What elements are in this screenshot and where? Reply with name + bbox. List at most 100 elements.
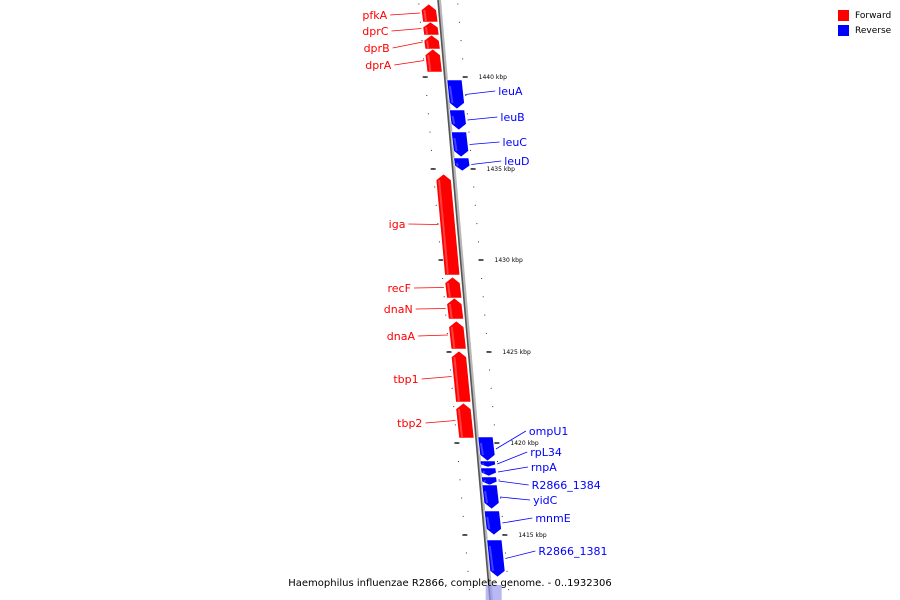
leader-line [465, 90, 496, 95]
genome-backbone [437, 0, 502, 600]
scale-labels: 1440 kbp 1435 kbp 1430 kbp 1425 kbp 1420 kbp… [479, 74, 547, 539]
gene-highlight [483, 479, 486, 483]
leader-line [418, 334, 449, 337]
leader-line [471, 160, 502, 165]
scale-label: 1435 kbp [487, 166, 515, 173]
backbone-shadow [438, 0, 493, 600]
gene-arrow-tbp2[interactable] [455, 402, 475, 439]
leader-line [497, 466, 528, 473]
gene-features [420, 3, 506, 578]
gene-highlight [448, 85, 454, 104]
gene-arrow-recf[interactable] [444, 276, 463, 299]
gene-label-r2866-1381: R2866_1381 [538, 545, 607, 558]
leader-line [500, 496, 531, 501]
gene-label-leud: leuD [504, 155, 529, 168]
leader-line [408, 223, 439, 225]
gene-arrow-ompu1[interactable] [477, 436, 496, 462]
scale-label: 1430 kbp [495, 257, 523, 264]
legend-label: Reverse [855, 25, 892, 36]
gene-arrow-leua[interactable] [446, 79, 465, 110]
gene-highlight [453, 137, 458, 152]
scale-label: 1415 kbp [518, 532, 546, 539]
gene-label-r2866-1384: R2866_1384 [532, 479, 601, 492]
gene-arrow-yidc[interactable] [481, 484, 500, 510]
gene-arrow-leud[interactable] [453, 157, 471, 172]
backbone-line [437, 0, 491, 600]
gene-highlight [482, 470, 486, 474]
gene-label-ompu1: ompU1 [529, 425, 568, 438]
reverse-swatch [838, 25, 849, 36]
scale-ticks [418, 3, 510, 591]
scale-label: 1425 kbp [503, 349, 531, 356]
gene-arrow-dnaa[interactable] [448, 320, 467, 350]
gene-label-leua: leuA [498, 85, 523, 98]
gene-highlight [486, 516, 491, 530]
legend-item-forward: Forward [838, 8, 891, 23]
leader-line [495, 430, 527, 450]
gene-arrow-dnan[interactable] [446, 297, 464, 320]
gene-highlight [479, 442, 484, 456]
gene-label-dpra: dprA [365, 59, 391, 72]
partial-feature [485, 585, 502, 600]
scale-label: 1440 kbp [479, 74, 507, 81]
gene-highlight [450, 326, 456, 349]
forward-swatch [838, 10, 849, 21]
leader-line [391, 28, 422, 32]
gene-label-leuc: leuC [503, 136, 528, 149]
leader-line [415, 308, 446, 310]
gene-label-dprc: dprC [362, 25, 388, 38]
gene-label-rpl34: rpL34 [530, 446, 562, 459]
gene-highlight [457, 408, 463, 438]
gene-highlight [423, 9, 427, 22]
gene-arrow-mnme[interactable] [483, 510, 502, 536]
gene-highlight [427, 54, 432, 72]
leader-line [497, 451, 528, 465]
gene-label-mnme: mnmE [535, 512, 570, 525]
gene-label-rnpa: rnpA [531, 461, 557, 474]
leader-line [392, 41, 423, 49]
gene-highlight [426, 40, 430, 49]
gene-arrow-rnpa[interactable] [480, 467, 497, 477]
scale-label: 1420 kbp [510, 440, 538, 447]
gene-highlight [488, 545, 494, 572]
leader-line [467, 116, 498, 121]
gene-label-pfka: pfkA [362, 9, 387, 22]
gene-labels: pfkA dprC dprB dprA leuA leuB leuC leuD iga recF d… [362, 9, 607, 558]
gene-highlight [482, 463, 485, 465]
gene-highlight [453, 356, 460, 402]
gene-highlight [484, 490, 489, 504]
gene-arrow-r2866-1381[interactable] [486, 539, 506, 578]
gene-label-recf: recF [387, 282, 410, 295]
gene-highlight [451, 115, 456, 125]
leader-line [502, 517, 533, 524]
gene-arrow-dpra[interactable] [424, 48, 443, 73]
gene-highlight [455, 162, 459, 167]
gene-arrow-leuc[interactable] [451, 131, 469, 158]
legend: Forward Reverse [838, 8, 891, 38]
legend-item-reverse: Reverse [838, 23, 891, 38]
gene-highlight [438, 179, 449, 275]
gene-arrow-tbp1[interactable] [451, 350, 472, 403]
gene-highlight [424, 27, 429, 35]
leader-line [394, 60, 425, 66]
gene-arrow-r2866-1384[interactable] [480, 476, 498, 486]
gene-label-leub: leuB [500, 111, 524, 124]
genome-caption: Haemophilus influenzae R2866, complete g… [288, 578, 612, 589]
leader-line [390, 12, 421, 16]
gene-label-dprb: dprB [364, 42, 390, 55]
gene-label-dnan: dnaN [384, 303, 413, 316]
gene-arrow-rpl34[interactable] [479, 460, 496, 468]
gene-arrow-leub[interactable] [449, 109, 467, 131]
label-leader-lines [390, 12, 536, 559]
gene-label-tbp2: tbp2 [397, 417, 422, 430]
gene-arrow-iga[interactable] [435, 173, 461, 276]
leader-line [469, 141, 500, 145]
gene-highlight [448, 303, 453, 319]
legend-label: Forward [855, 10, 892, 21]
leader-line [498, 480, 529, 486]
gene-highlight [447, 282, 451, 298]
leader-line [421, 376, 452, 380]
gene-label-dnaa: dnaA [387, 330, 416, 343]
gene-label-yidc: yidC [533, 494, 558, 507]
